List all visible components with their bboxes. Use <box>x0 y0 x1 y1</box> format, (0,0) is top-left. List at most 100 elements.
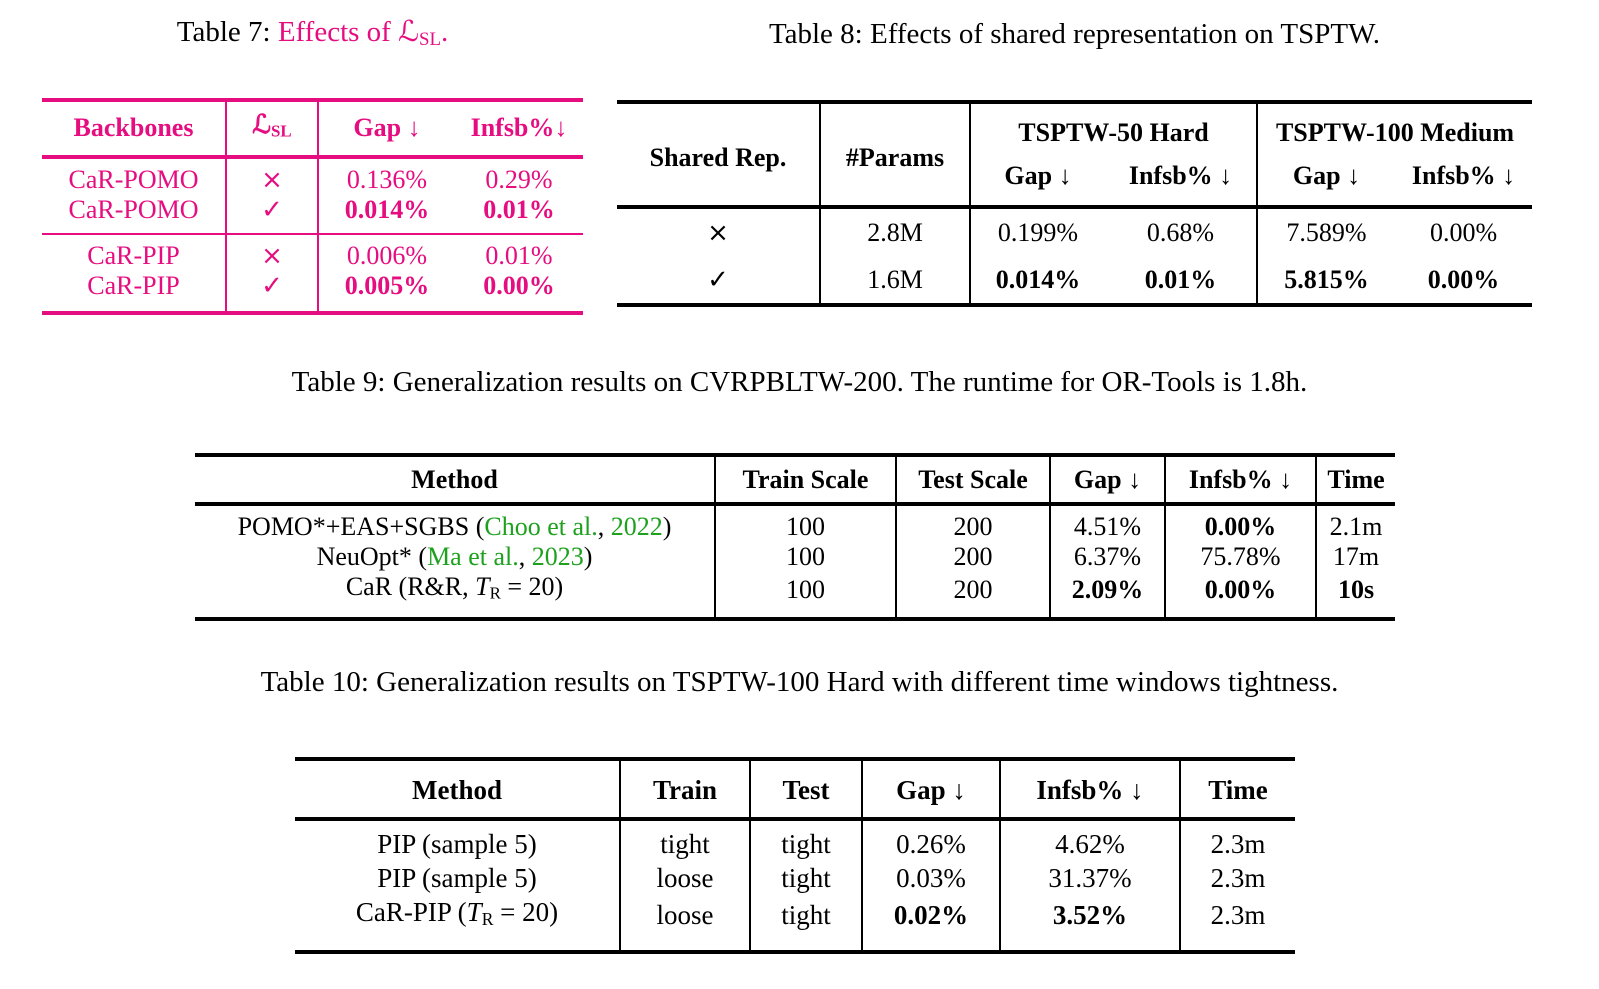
table-cell: CaR-PIP <box>42 270 227 313</box>
table-cell: 200 <box>896 542 1051 572</box>
text: tight <box>781 829 831 859</box>
text: 2.1m <box>1329 512 1383 541</box>
table-row: × 2.8M 0.199% 0.68% 7.589% 0.00% <box>617 207 1532 256</box>
table8-caption: Table 8: Effects of shared representatio… <box>768 18 1381 50</box>
table-cell: CaR-PIP (TR = 20) <box>295 895 621 952</box>
table-cell: 17m <box>1316 542 1395 572</box>
text: 2022 <box>610 512 663 541</box>
text: 2.3m <box>1210 829 1266 859</box>
text: 0.03% <box>896 863 966 893</box>
table-cell: 100 <box>715 572 897 619</box>
text: 0.01% <box>1144 265 1217 294</box>
text: 0.01% <box>483 194 555 224</box>
text: Effects of <box>277 16 399 48</box>
table-cell: 7.589% <box>1257 207 1395 256</box>
column-header-infsb: Infsb% ↓ <box>1105 155 1259 207</box>
text: loose <box>656 863 714 893</box>
column-header-train: Train <box>620 759 751 819</box>
text: . <box>440 16 449 48</box>
text: tight <box>781 900 831 931</box>
table-cell: 4.51% <box>1050 504 1166 542</box>
table-cell: 0.29% <box>455 157 583 195</box>
text: 100 <box>786 512 825 541</box>
column-header-test-scale: Test Scale <box>896 455 1051 504</box>
table-row: ✓ 1.6M 0.014% 0.01% 5.815% 0.00% <box>617 256 1532 305</box>
table-cell: 4.62% <box>1000 819 1181 861</box>
table8: Shared Rep. #Params TSPTW-50 Hard TSPTW-… <box>617 100 1533 307</box>
column-header-shared-rep: Shared Rep. <box>617 102 821 207</box>
text: 0.014% <box>344 194 430 224</box>
text: 2.3m <box>1210 900 1266 931</box>
text: 0.02% <box>893 900 969 931</box>
text: Choo et al. <box>484 512 598 541</box>
table9-header: Method Train Scale Test Scale Gap ↓ Infs… <box>195 455 1395 504</box>
text: 0.00% <box>1204 575 1277 605</box>
text: POMO*+EAS+SGBS ( <box>237 512 485 541</box>
table-cell: ✓ <box>617 256 821 305</box>
table-cell: 0.00% <box>1395 256 1532 305</box>
check-icon: ✓ <box>261 270 283 301</box>
text: 3.52% <box>1052 900 1128 931</box>
text: 200 <box>953 512 993 541</box>
column-header-gap: Gap ↓ <box>862 759 1001 819</box>
table-row: CaR-PIP ✓ 0.005% 0.00% <box>42 270 583 313</box>
table-cell: 2.3m <box>1180 895 1295 952</box>
text: 0.199% <box>997 218 1079 247</box>
text: 2.09% <box>1071 575 1144 605</box>
check-icon: ✓ <box>707 265 729 295</box>
cross-icon: × <box>261 240 283 271</box>
script-L: ℒ <box>252 110 272 139</box>
text: 0.005% <box>344 270 430 300</box>
table-cell: 1.6M <box>820 256 971 305</box>
text: CaR-POMO <box>68 194 199 224</box>
table-cell: 3.52% <box>1000 895 1181 952</box>
text: PIP (sample 5) <box>377 863 537 893</box>
table-cell: loose <box>620 895 751 952</box>
table-cell: 100 <box>715 504 897 542</box>
text: 6.37% <box>1073 542 1142 571</box>
table-cell: 200 <box>896 572 1051 619</box>
text: 0.014% <box>995 265 1081 294</box>
text: SL <box>271 121 292 141</box>
text: 0.00% <box>483 270 555 300</box>
text: 2.3m <box>1210 863 1266 893</box>
column-header-infsb: Infsb% ↓ <box>1411 161 1516 190</box>
table-cell: 0.006% <box>318 234 455 271</box>
table-cell: 0.02% <box>862 895 1001 952</box>
table-cell: 0.199% <box>970 207 1105 256</box>
text: 0.29% <box>485 164 553 194</box>
table-cell: PIP (sample 5) <box>295 819 621 861</box>
table9: Method Train Scale Test Scale Gap ↓ Infs… <box>195 453 1395 621</box>
text: CaR-POMO <box>68 164 199 194</box>
text: PIP (sample 5) <box>377 829 537 859</box>
table-cell: CaR-POMO <box>42 194 227 234</box>
table-cell: 2.1m <box>1316 504 1395 542</box>
text: 4.62% <box>1055 829 1125 859</box>
cross-icon: × <box>707 218 729 248</box>
column-header-time: Time <box>1208 775 1268 805</box>
table-cell: 0.00% <box>455 271 583 313</box>
table-cell: × <box>617 207 821 256</box>
text: T <box>466 897 482 927</box>
table-row: PIP (sample 5) tight tight 0.26% 4.62% 2.3m <box>295 819 1295 861</box>
table-cell: tight <box>750 861 863 895</box>
table-cell: 0.01% <box>455 195 583 234</box>
text: 0.26% <box>896 829 966 859</box>
check-icon: ✓ <box>261 194 283 225</box>
text: 200 <box>953 575 993 605</box>
table-cell: CaR (R&R, TR = 20) <box>195 572 716 619</box>
column-header-gap: Gap ↓ <box>353 113 421 143</box>
text: 0.00% <box>1429 218 1498 247</box>
table-cell: 0.005% <box>318 271 455 313</box>
text: 17m <box>1332 542 1380 571</box>
table-cell: 0.136% <box>318 157 455 195</box>
text: 2.8M <box>867 218 923 247</box>
table-row: CaR-PIP (TR = 20) loose tight 0.02% 3.52% 2.3… <box>295 895 1295 952</box>
table-cell: loose <box>620 861 751 895</box>
text: Table 7: <box>176 16 278 48</box>
text: , <box>518 542 532 571</box>
table-cell: 10s <box>1316 572 1395 619</box>
text: 200 <box>953 542 993 571</box>
table-cell: 100 <box>715 542 897 572</box>
